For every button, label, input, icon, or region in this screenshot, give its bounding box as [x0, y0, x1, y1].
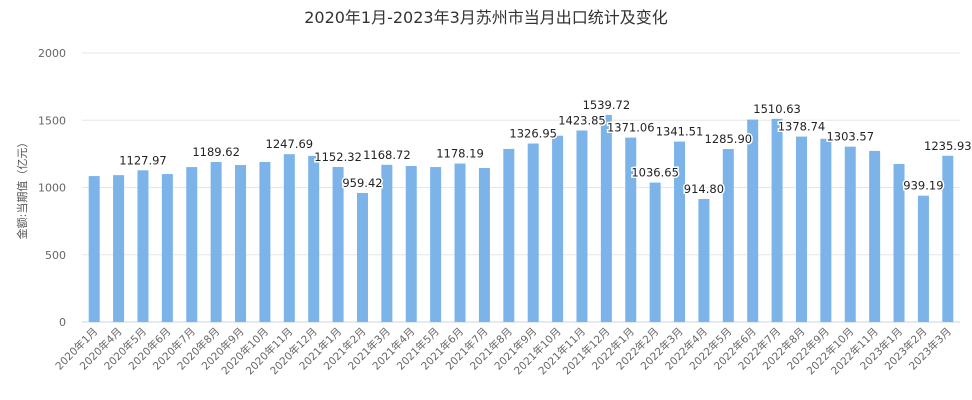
data-label: 1378.74: [778, 120, 826, 134]
y-tick-label: 0: [59, 316, 66, 329]
data-label: 1168.72: [363, 148, 411, 162]
bar[interactable]: [332, 167, 344, 322]
bar[interactable]: [893, 163, 905, 322]
bar[interactable]: [259, 161, 271, 322]
bar[interactable]: [503, 148, 515, 322]
bar[interactable]: [820, 138, 832, 322]
bar[interactable]: [600, 114, 612, 323]
bar[interactable]: [137, 170, 149, 322]
bar[interactable]: [381, 164, 393, 322]
data-label: 1326.95: [509, 127, 557, 141]
bar[interactable]: [430, 167, 442, 322]
y-tick-label: 1500: [38, 114, 66, 127]
bar[interactable]: [405, 165, 417, 322]
bar[interactable]: [552, 135, 564, 322]
data-label: 1341.51: [656, 125, 704, 139]
data-label: 1178.19: [436, 147, 484, 161]
bar[interactable]: [186, 167, 198, 322]
data-label: 1247.69: [266, 137, 314, 151]
bar[interactable]: [308, 155, 320, 322]
bar[interactable]: [454, 163, 466, 322]
bar[interactable]: [625, 137, 637, 322]
bar[interactable]: [917, 195, 929, 322]
data-label: 939.19: [903, 179, 943, 193]
data-label: 1371.06: [607, 121, 655, 135]
bar[interactable]: [88, 176, 100, 322]
data-label: 1189.62: [192, 145, 240, 159]
bar[interactable]: [527, 143, 539, 322]
y-tick-label: 500: [45, 249, 66, 262]
bar[interactable]: [235, 165, 247, 322]
bar[interactable]: [649, 182, 661, 322]
bar[interactable]: [747, 119, 759, 322]
bar[interactable]: [722, 149, 734, 322]
data-label: 959.42: [342, 176, 382, 190]
bar[interactable]: [356, 192, 368, 322]
bar[interactable]: [674, 141, 686, 322]
y-tick-label: 1000: [38, 182, 66, 195]
bar[interactable]: [478, 167, 490, 322]
data-label: 1127.97: [119, 153, 167, 167]
data-label: 1235.93: [924, 139, 972, 153]
data-label: 1285.90: [705, 132, 753, 146]
y-tick-label: 2000: [38, 47, 66, 60]
bar[interactable]: [576, 130, 588, 322]
bar[interactable]: [795, 136, 807, 322]
data-label: 914.80: [684, 182, 724, 196]
bar[interactable]: [161, 174, 173, 322]
data-label: 1036.65: [631, 166, 679, 180]
y-axis-label: 金额:当期值（亿元）: [15, 137, 29, 240]
data-label: 1152.32: [314, 150, 362, 164]
bar[interactable]: [869, 150, 881, 322]
chart-title: 2020年1月-2023年3月苏州市当月出口统计及变化: [304, 8, 668, 27]
bar[interactable]: [113, 175, 125, 322]
data-label: 1539.72: [583, 98, 631, 112]
bar[interactable]: [844, 146, 856, 322]
data-label: 1423.85: [558, 113, 606, 127]
bar[interactable]: [283, 154, 295, 322]
bar[interactable]: [771, 118, 783, 322]
data-label: 1510.63: [753, 102, 801, 116]
bar[interactable]: [698, 198, 710, 322]
data-label: 1303.57: [826, 130, 874, 144]
bar[interactable]: [942, 155, 954, 322]
bar[interactable]: [210, 161, 222, 322]
